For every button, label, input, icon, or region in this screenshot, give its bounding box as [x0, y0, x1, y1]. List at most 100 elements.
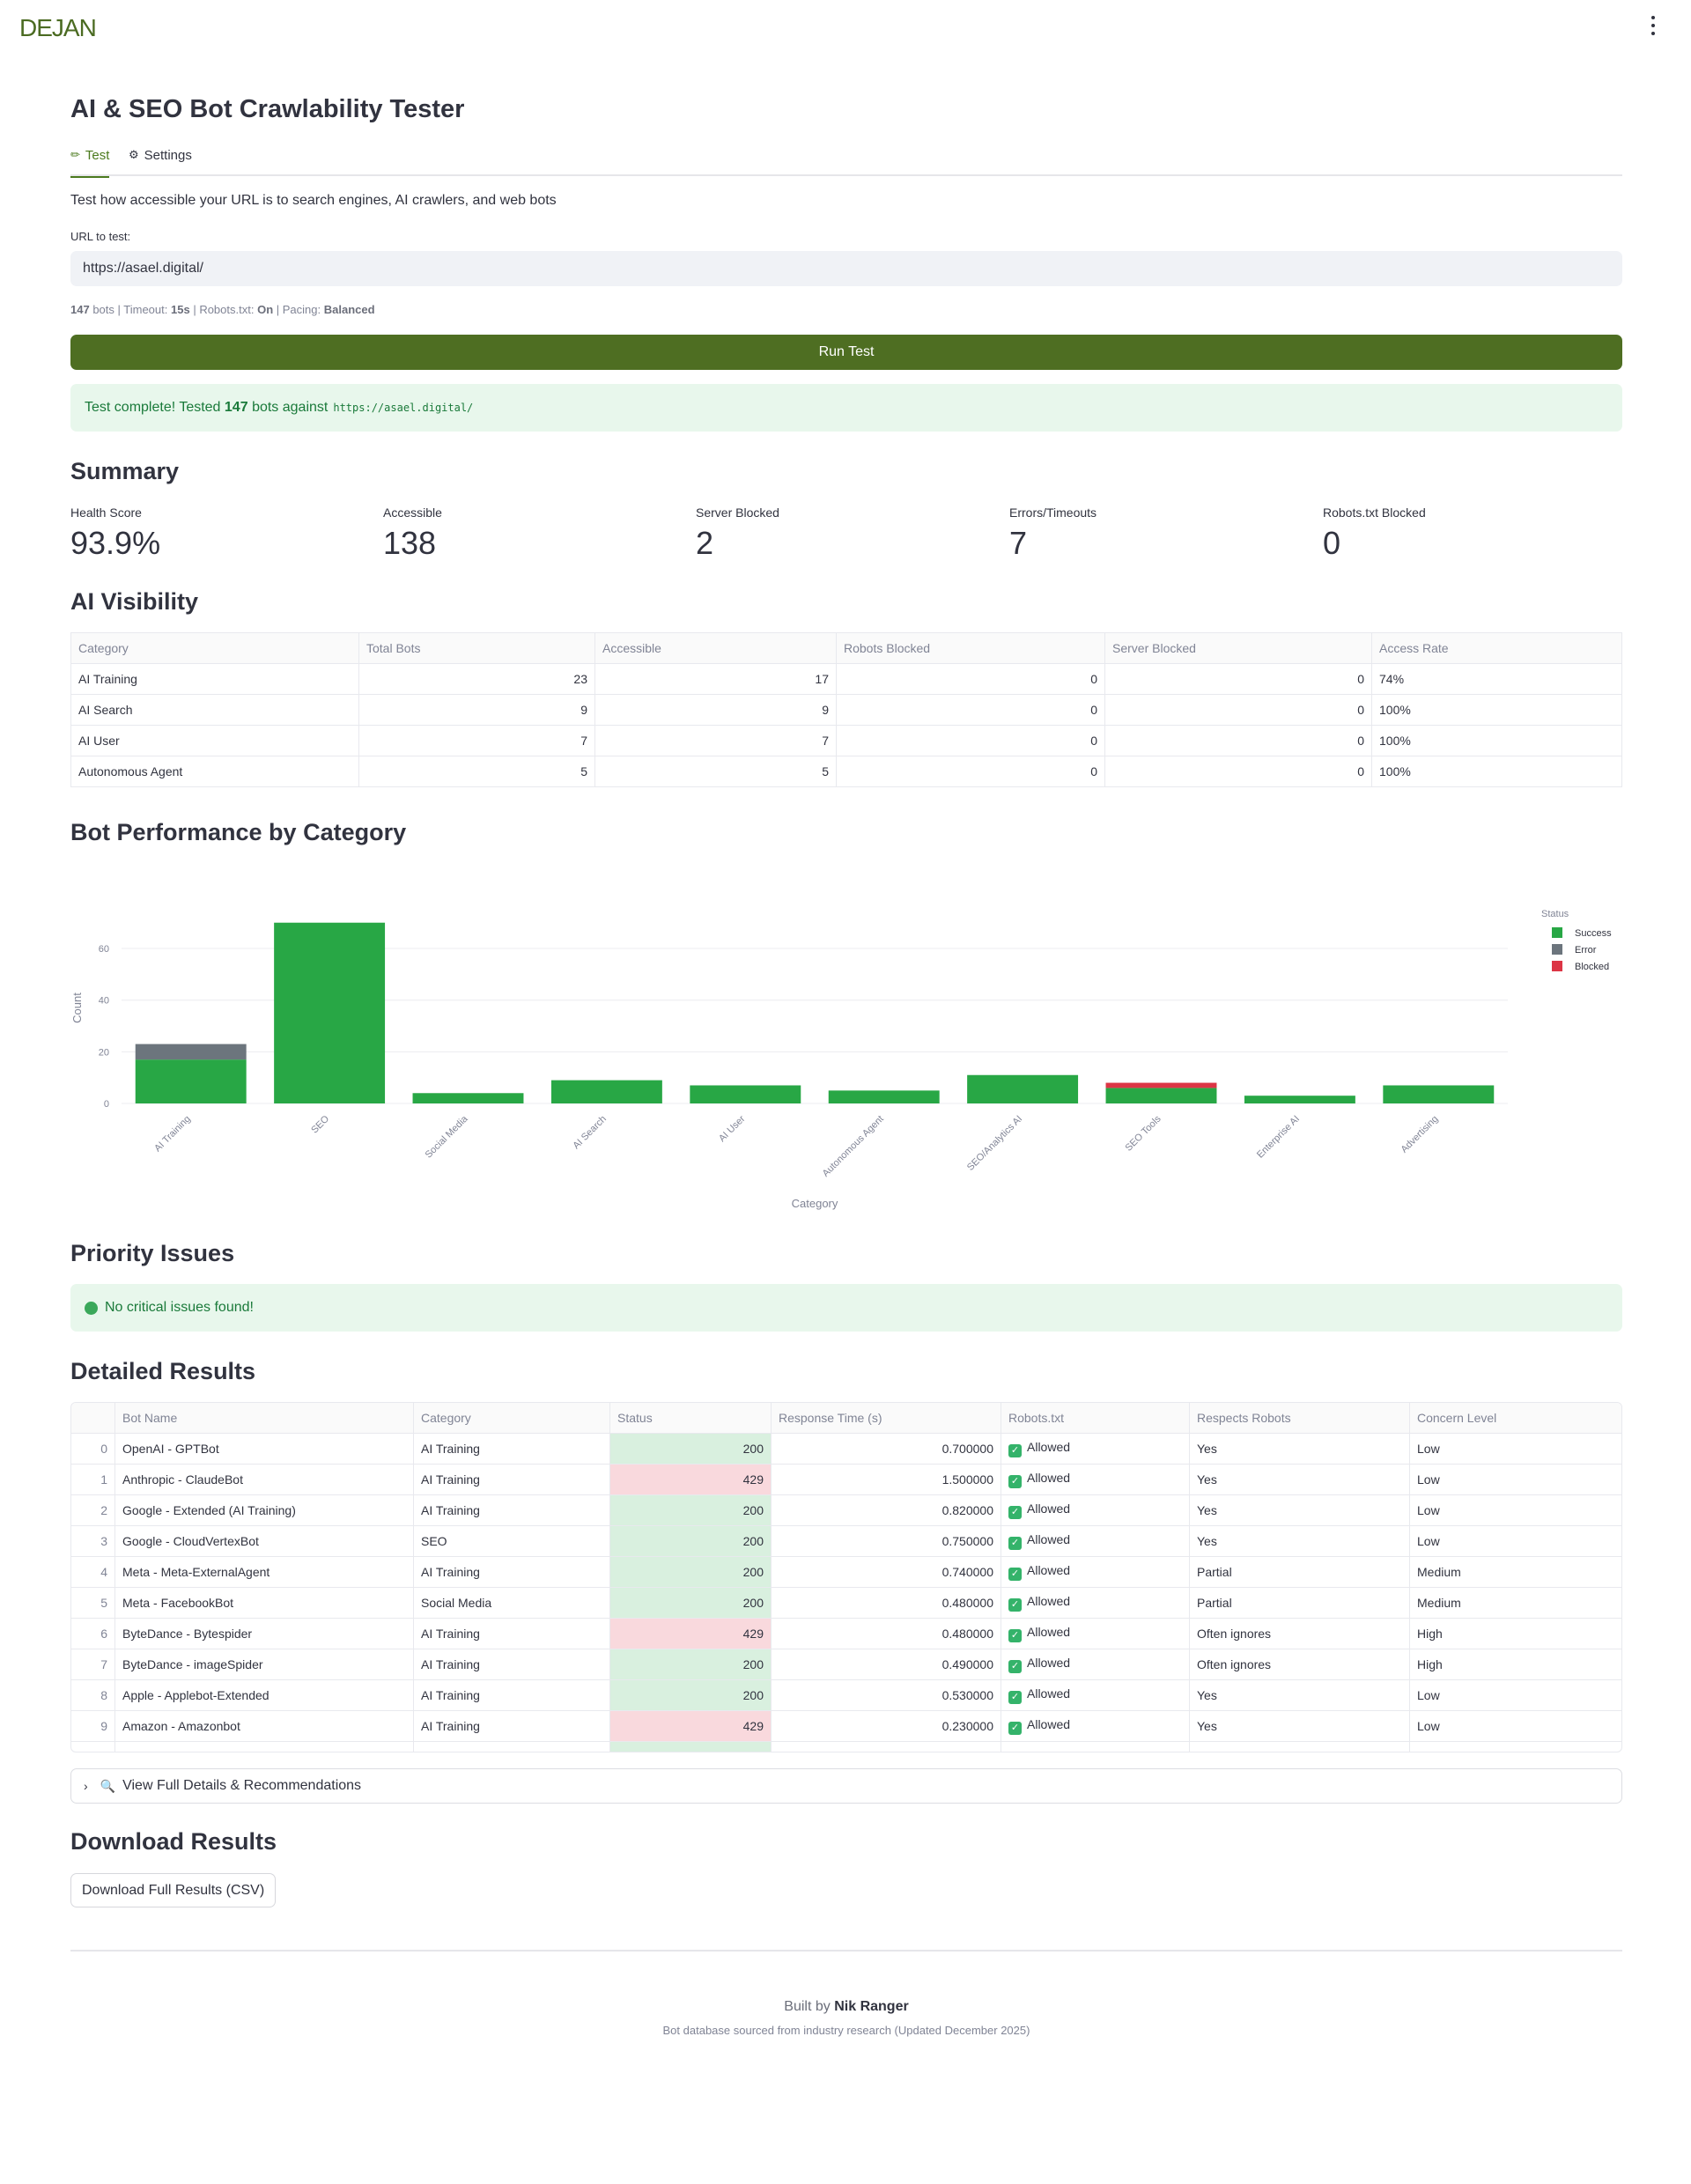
table-cell[interactable]: AI Training — [413, 1556, 610, 1588]
response-time-cell[interactable]: 0.740000 — [771, 1556, 1001, 1588]
table-cell[interactable]: AI Search — [70, 694, 359, 726]
table-cell[interactable]: Low — [1409, 1679, 1621, 1711]
status-cell[interactable]: 200 — [609, 1433, 772, 1465]
table-cell[interactable]: 0 — [1104, 725, 1372, 756]
table-cell[interactable]: OpenAI - GPTBot — [114, 1433, 414, 1465]
column-header[interactable]: Robots.txt — [1001, 1403, 1190, 1434]
table-cell[interactable]: Often ignores — [1189, 1618, 1410, 1649]
column-header[interactable] — [71, 1403, 115, 1434]
column-header[interactable]: Robots Blocked — [836, 632, 1105, 664]
status-cell[interactable]: 429 — [609, 1464, 772, 1495]
table-cell[interactable]: AI Training — [70, 663, 359, 695]
table-cell[interactable]: SEO — [413, 1525, 610, 1557]
table-cell[interactable] — [71, 1741, 115, 1752]
row-index[interactable]: 2 — [71, 1494, 115, 1526]
column-header[interactable]: Category — [70, 632, 359, 664]
table-cell[interactable] — [1001, 1741, 1190, 1752]
table-cell[interactable]: ✓ Allowed — [1001, 1587, 1190, 1619]
table-cell[interactable]: Yes — [1189, 1464, 1410, 1495]
table-cell[interactable]: ✓ Allowed — [1001, 1679, 1190, 1711]
table-cell[interactable]: Meta - FacebookBot — [114, 1587, 414, 1619]
table-cell[interactable]: Partial — [1189, 1556, 1410, 1588]
run-test-button[interactable]: Run Test — [70, 335, 1622, 370]
table-cell[interactable]: ✓ Allowed — [1001, 1494, 1190, 1526]
table-cell[interactable]: Social Media — [413, 1587, 610, 1619]
table-cell[interactable]: Yes — [1189, 1433, 1410, 1465]
status-cell[interactable]: 200 — [609, 1525, 772, 1557]
table-cell[interactable] — [771, 1741, 1001, 1752]
table-cell[interactable] — [413, 1741, 610, 1752]
table-cell[interactable]: ✓ Allowed — [1001, 1433, 1190, 1465]
table-cell[interactable]: Often ignores — [1189, 1649, 1410, 1680]
table-cell[interactable]: Low — [1409, 1710, 1621, 1742]
row-index[interactable]: 9 — [71, 1710, 115, 1742]
row-index[interactable]: 5 — [71, 1587, 115, 1619]
table-cell[interactable]: Medium — [1409, 1556, 1621, 1588]
response-time-cell[interactable]: 0.530000 — [771, 1679, 1001, 1711]
status-cell[interactable]: 200 — [609, 1587, 772, 1619]
column-header[interactable]: Server Blocked — [1104, 632, 1372, 664]
response-time-cell[interactable]: 1.500000 — [771, 1464, 1001, 1495]
table-cell[interactable]: 0 — [1104, 694, 1372, 726]
table-cell[interactable]: AI Training — [413, 1464, 610, 1495]
response-time-cell[interactable]: 0.490000 — [771, 1649, 1001, 1680]
table-cell[interactable]: Low — [1409, 1494, 1621, 1526]
column-header[interactable]: Response Time (s) — [771, 1403, 1001, 1434]
table-cell[interactable]: 0 — [836, 663, 1105, 695]
table-cell[interactable]: 9 — [358, 694, 595, 726]
table-cell[interactable]: ✓ Allowed — [1001, 1710, 1190, 1742]
table-cell[interactable]: Low — [1409, 1433, 1621, 1465]
table-cell[interactable]: Amazon - Amazonbot — [114, 1710, 414, 1742]
detailed-results-grid[interactable]: Bot Name Category Status Response Time (… — [70, 1402, 1622, 1752]
row-index[interactable]: 8 — [71, 1679, 115, 1711]
table-cell[interactable]: ✓ Allowed — [1001, 1618, 1190, 1649]
table-cell[interactable]: 0 — [836, 694, 1105, 726]
row-index[interactable]: 0 — [71, 1433, 115, 1465]
column-header[interactable]: Accessible — [594, 632, 837, 664]
table-cell[interactable]: AI Training — [413, 1710, 610, 1742]
table-cell[interactable]: AI Training — [413, 1433, 610, 1465]
table-cell[interactable]: AI Training — [413, 1618, 610, 1649]
table-cell[interactable]: High — [1409, 1618, 1621, 1649]
status-cell[interactable]: 200 — [609, 1494, 772, 1526]
url-input[interactable] — [70, 251, 1622, 286]
table-cell[interactable]: 7 — [594, 725, 837, 756]
table-cell[interactable]: 5 — [358, 756, 595, 787]
download-csv-button[interactable]: Download Full Results (CSV) — [70, 1873, 277, 1907]
table-cell[interactable]: Low — [1409, 1464, 1621, 1495]
table-cell[interactable]: 0 — [1104, 663, 1372, 695]
table-cell[interactable]: Anthropic - ClaudeBot — [114, 1464, 414, 1495]
table-cell[interactable]: ByteDance - Bytespider — [114, 1618, 414, 1649]
table-cell[interactable]: 9 — [594, 694, 837, 726]
status-cell[interactable]: 200 — [609, 1679, 772, 1711]
row-index[interactable]: 4 — [71, 1556, 115, 1588]
column-header[interactable]: Total Bots — [358, 632, 595, 664]
response-time-cell[interactable]: 0.700000 — [771, 1433, 1001, 1465]
table-cell[interactable]: 0 — [1104, 756, 1372, 787]
response-time-cell[interactable]: 0.480000 — [771, 1587, 1001, 1619]
row-index[interactable]: 1 — [71, 1464, 115, 1495]
table-cell[interactable]: 100% — [1371, 725, 1622, 756]
status-cell[interactable]: 200 — [609, 1556, 772, 1588]
table-cell[interactable]: Yes — [1189, 1710, 1410, 1742]
table-cell[interactable]: High — [1409, 1649, 1621, 1680]
column-header[interactable]: Concern Level — [1409, 1403, 1621, 1434]
table-cell[interactable]: Yes — [1189, 1525, 1410, 1557]
status-cell[interactable]: 429 — [609, 1618, 772, 1649]
table-cell[interactable] — [609, 1741, 772, 1752]
column-header[interactable]: Status — [609, 1403, 772, 1434]
table-cell[interactable]: 0 — [836, 725, 1105, 756]
table-cell[interactable]: Apple - Applebot-Extended — [114, 1679, 414, 1711]
table-cell[interactable]: Partial — [1189, 1587, 1410, 1619]
response-time-cell[interactable]: 0.230000 — [771, 1710, 1001, 1742]
table-cell[interactable]: AI Training — [413, 1649, 610, 1680]
full-details-expander[interactable]: › 🔍 View Full Details & Recommendations — [70, 1768, 1622, 1804]
table-cell[interactable]: ByteDance - imageSpider — [114, 1649, 414, 1680]
status-cell[interactable]: 200 — [609, 1649, 772, 1680]
row-index[interactable]: 6 — [71, 1618, 115, 1649]
table-cell[interactable]: 100% — [1371, 694, 1622, 726]
tab-test[interactable]: ✏ Test — [70, 148, 110, 178]
table-cell[interactable]: Yes — [1189, 1679, 1410, 1711]
table-cell[interactable] — [114, 1741, 414, 1752]
table-cell[interactable]: Low — [1409, 1525, 1621, 1557]
